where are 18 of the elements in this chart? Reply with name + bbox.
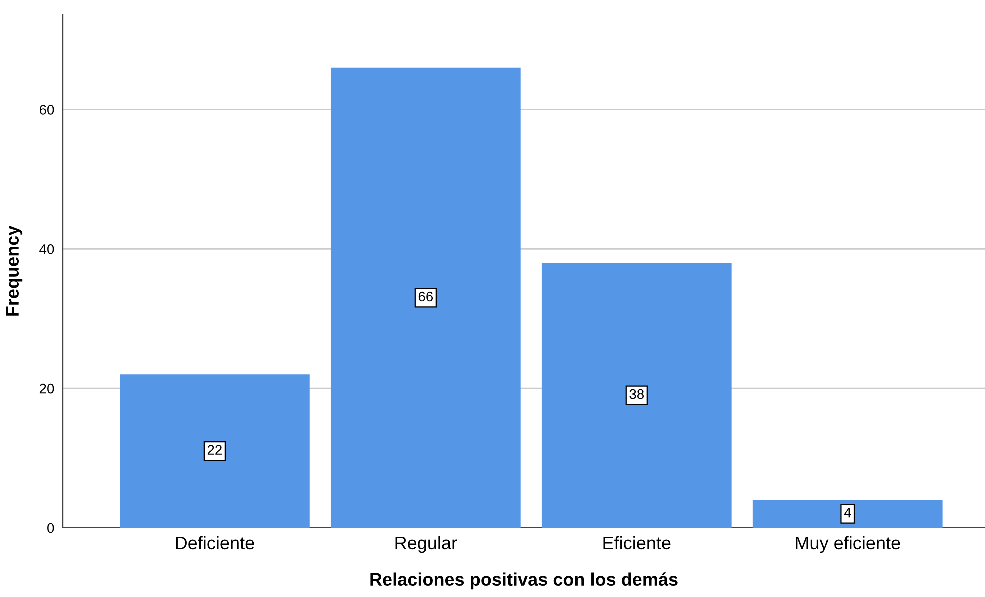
data-label: 38	[630, 389, 644, 400]
y-tick-label: 20	[40, 384, 54, 394]
data-label: 66	[418, 292, 434, 302]
data-label: 22	[208, 445, 222, 455]
x-tick-label: Regular	[396, 536, 458, 554]
bar	[330, 68, 521, 528]
x-tick-label: Deficiente	[176, 536, 254, 550]
bar	[542, 263, 732, 528]
y-axis-title: Frequency	[6, 226, 23, 316]
y-tick-label: 0	[48, 523, 54, 534]
y-tick-label: 40	[40, 244, 54, 254]
bar	[752, 500, 943, 528]
data-label: 4	[844, 508, 852, 518]
y-tick-label: 60	[40, 105, 54, 115]
x-tick-label: Eficiente	[604, 536, 671, 550]
x-tick-label: Muy eficiente	[796, 536, 900, 554]
bar	[120, 374, 310, 528]
x-axis-title: Relaciones positivas con los demás	[370, 572, 678, 590]
